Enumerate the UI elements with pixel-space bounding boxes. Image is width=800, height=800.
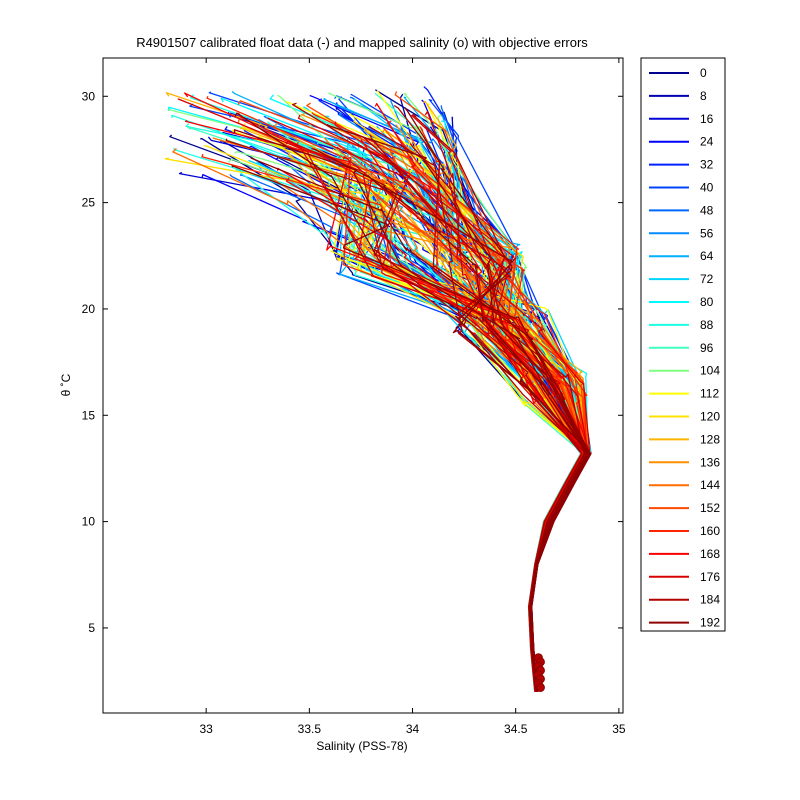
legend-label: 40 (700, 181, 714, 195)
mapped-salinity-markers (533, 653, 545, 692)
y-tick-label: 5 (88, 621, 95, 635)
legend-label: 48 (700, 203, 714, 217)
legend-label: 88 (700, 318, 714, 332)
legend-label: 104 (700, 364, 720, 378)
y-axis-label: θ ˚C (59, 373, 73, 396)
profile-line (326, 123, 589, 692)
plot-frame (102, 57, 624, 714)
x-axis-ticks: 33 33.5 34 34.5 35 (199, 58, 626, 736)
legend-label: 16 (700, 112, 714, 126)
legend: 0 8 16 24 32 40 48 56 64 72 80 88 96 104 112 120 128 136 1… (640, 57, 726, 632)
y-tick-label: 20 (82, 302, 96, 316)
legend-label: 144 (700, 478, 720, 492)
x-tick-label: 35 (612, 722, 626, 736)
legend-label: 80 (700, 295, 714, 309)
legend-label: 0 (700, 66, 707, 80)
legend-label: 160 (700, 524, 720, 538)
y-tick-label: 15 (82, 408, 96, 422)
legend-label: 56 (700, 226, 714, 240)
legend-label: 120 (700, 410, 720, 424)
legend-label: 176 (700, 570, 720, 584)
y-tick-label: 10 (82, 515, 96, 529)
legend-label: 128 (700, 432, 720, 446)
x-tick-label: 33.5 (298, 722, 322, 736)
legend-label: 112 (700, 387, 719, 401)
legend-items: 0 8 16 24 32 40 48 56 64 72 80 88 96 104 112 120 128 136 1… (649, 66, 720, 630)
legend-label: 32 (700, 158, 714, 172)
x-tick-label: 34 (406, 722, 420, 736)
profile-line (360, 135, 583, 692)
legend-label: 192 (700, 616, 720, 630)
legend-label: 8 (700, 89, 707, 103)
legend-label: 168 (700, 547, 720, 561)
profile-lines (164, 86, 592, 692)
x-tick-label: 34.5 (504, 722, 528, 736)
mapped-salinity-marker (535, 682, 545, 692)
legend-label: 136 (700, 455, 720, 469)
legend-label: 152 (700, 501, 720, 515)
x-axis-label: Salinity (PSS-78) (316, 739, 407, 753)
y-tick-label: 25 (82, 196, 96, 210)
y-axis-ticks: 5 10 15 20 25 30 (82, 89, 623, 635)
legend-label: 72 (700, 272, 714, 286)
chart-title: R4901507 calibrated float data (-) and m… (136, 35, 588, 50)
legend-label: 24 (700, 135, 714, 149)
legend-box (640, 57, 726, 632)
x-tick-label: 33 (199, 722, 213, 736)
y-tick-label: 30 (82, 89, 96, 103)
legend-label: 96 (700, 341, 714, 355)
legend-label: 184 (700, 593, 720, 607)
legend-label: 64 (700, 249, 714, 263)
